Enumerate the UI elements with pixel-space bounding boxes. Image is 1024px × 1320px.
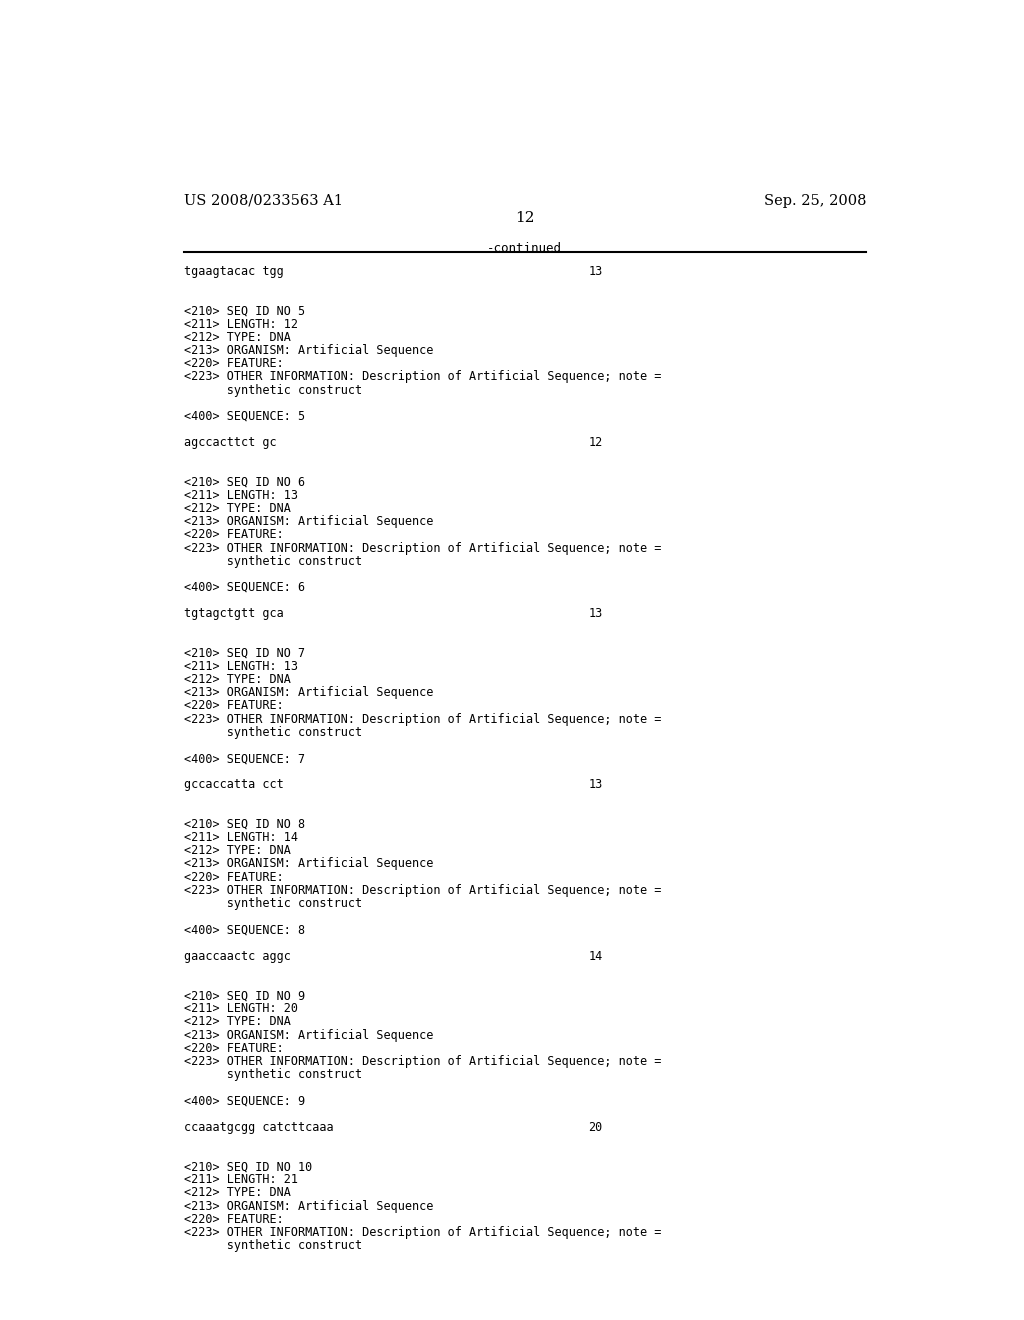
- Text: tgtagctgtt gca: tgtagctgtt gca: [183, 607, 284, 620]
- Text: <210> SEQ ID NO 5: <210> SEQ ID NO 5: [183, 305, 305, 318]
- Text: US 2008/0233563 A1: US 2008/0233563 A1: [183, 194, 343, 209]
- Text: 20: 20: [588, 1121, 602, 1134]
- Text: <223> OTHER INFORMATION: Description of Artificial Sequence; note =: <223> OTHER INFORMATION: Description of …: [183, 371, 660, 383]
- Text: <223> OTHER INFORMATION: Description of Artificial Sequence; note =: <223> OTHER INFORMATION: Description of …: [183, 884, 660, 896]
- Text: <210> SEQ ID NO 6: <210> SEQ ID NO 6: [183, 475, 305, 488]
- Text: <211> LENGTH: 12: <211> LENGTH: 12: [183, 318, 298, 331]
- Text: gaaccaactc aggc: gaaccaactc aggc: [183, 949, 291, 962]
- Text: <210> SEQ ID NO 8: <210> SEQ ID NO 8: [183, 818, 305, 832]
- Text: Sep. 25, 2008: Sep. 25, 2008: [764, 194, 866, 209]
- Text: tgaagtacac tgg: tgaagtacac tgg: [183, 265, 284, 279]
- Text: <210> SEQ ID NO 9: <210> SEQ ID NO 9: [183, 989, 305, 1002]
- Text: <223> OTHER INFORMATION: Description of Artificial Sequence; note =: <223> OTHER INFORMATION: Description of …: [183, 541, 660, 554]
- Text: <213> ORGANISM: Artificial Sequence: <213> ORGANISM: Artificial Sequence: [183, 1028, 433, 1041]
- Text: <212> TYPE: DNA: <212> TYPE: DNA: [183, 331, 291, 345]
- Text: <400> SEQUENCE: 7: <400> SEQUENCE: 7: [183, 752, 305, 766]
- Text: <211> LENGTH: 13: <211> LENGTH: 13: [183, 488, 298, 502]
- Text: synthetic construct: synthetic construct: [183, 896, 361, 909]
- Text: <220> FEATURE:: <220> FEATURE:: [183, 871, 284, 883]
- Text: <210> SEQ ID NO 10: <210> SEQ ID NO 10: [183, 1160, 311, 1173]
- Text: <220> FEATURE:: <220> FEATURE:: [183, 700, 284, 713]
- Text: <220> FEATURE:: <220> FEATURE:: [183, 1041, 284, 1055]
- Text: 13: 13: [588, 265, 602, 279]
- Text: <211> LENGTH: 20: <211> LENGTH: 20: [183, 1002, 298, 1015]
- Text: <220> FEATURE:: <220> FEATURE:: [183, 1213, 284, 1226]
- Text: <213> ORGANISM: Artificial Sequence: <213> ORGANISM: Artificial Sequence: [183, 858, 433, 870]
- Text: -continued: -continued: [487, 242, 562, 255]
- Text: <211> LENGTH: 13: <211> LENGTH: 13: [183, 660, 298, 673]
- Text: <213> ORGANISM: Artificial Sequence: <213> ORGANISM: Artificial Sequence: [183, 686, 433, 700]
- Text: <210> SEQ ID NO 7: <210> SEQ ID NO 7: [183, 647, 305, 660]
- Text: <213> ORGANISM: Artificial Sequence: <213> ORGANISM: Artificial Sequence: [183, 515, 433, 528]
- Text: 14: 14: [588, 949, 602, 962]
- Text: 12: 12: [588, 436, 602, 449]
- Text: <213> ORGANISM: Artificial Sequence: <213> ORGANISM: Artificial Sequence: [183, 1200, 433, 1213]
- Text: <400> SEQUENCE: 6: <400> SEQUENCE: 6: [183, 581, 305, 594]
- Text: synthetic construct: synthetic construct: [183, 726, 361, 739]
- Text: <220> FEATURE:: <220> FEATURE:: [183, 358, 284, 370]
- Text: synthetic construct: synthetic construct: [183, 1068, 361, 1081]
- Text: <223> OTHER INFORMATION: Description of Artificial Sequence; note =: <223> OTHER INFORMATION: Description of …: [183, 713, 660, 726]
- Text: <212> TYPE: DNA: <212> TYPE: DNA: [183, 1187, 291, 1200]
- Text: agccacttct gc: agccacttct gc: [183, 436, 276, 449]
- Text: 12: 12: [515, 211, 535, 226]
- Text: <223> OTHER INFORMATION: Description of Artificial Sequence; note =: <223> OTHER INFORMATION: Description of …: [183, 1226, 660, 1239]
- Text: ccaaatgcgg catcttcaaa: ccaaatgcgg catcttcaaa: [183, 1121, 333, 1134]
- Text: gccaccatta cct: gccaccatta cct: [183, 779, 284, 792]
- Text: synthetic construct: synthetic construct: [183, 384, 361, 396]
- Text: synthetic construct: synthetic construct: [183, 1239, 361, 1253]
- Text: <212> TYPE: DNA: <212> TYPE: DNA: [183, 845, 291, 857]
- Text: 13: 13: [588, 779, 602, 792]
- Text: <211> LENGTH: 14: <211> LENGTH: 14: [183, 832, 298, 843]
- Text: <400> SEQUENCE: 5: <400> SEQUENCE: 5: [183, 411, 305, 422]
- Text: 13: 13: [588, 607, 602, 620]
- Text: <212> TYPE: DNA: <212> TYPE: DNA: [183, 1015, 291, 1028]
- Text: <212> TYPE: DNA: <212> TYPE: DNA: [183, 502, 291, 515]
- Text: <400> SEQUENCE: 9: <400> SEQUENCE: 9: [183, 1094, 305, 1107]
- Text: synthetic construct: synthetic construct: [183, 554, 361, 568]
- Text: <400> SEQUENCE: 8: <400> SEQUENCE: 8: [183, 923, 305, 936]
- Text: <220> FEATURE:: <220> FEATURE:: [183, 528, 284, 541]
- Text: <213> ORGANISM: Artificial Sequence: <213> ORGANISM: Artificial Sequence: [183, 345, 433, 358]
- Text: <223> OTHER INFORMATION: Description of Artificial Sequence; note =: <223> OTHER INFORMATION: Description of …: [183, 1055, 660, 1068]
- Text: <212> TYPE: DNA: <212> TYPE: DNA: [183, 673, 291, 686]
- Text: <211> LENGTH: 21: <211> LENGTH: 21: [183, 1173, 298, 1187]
